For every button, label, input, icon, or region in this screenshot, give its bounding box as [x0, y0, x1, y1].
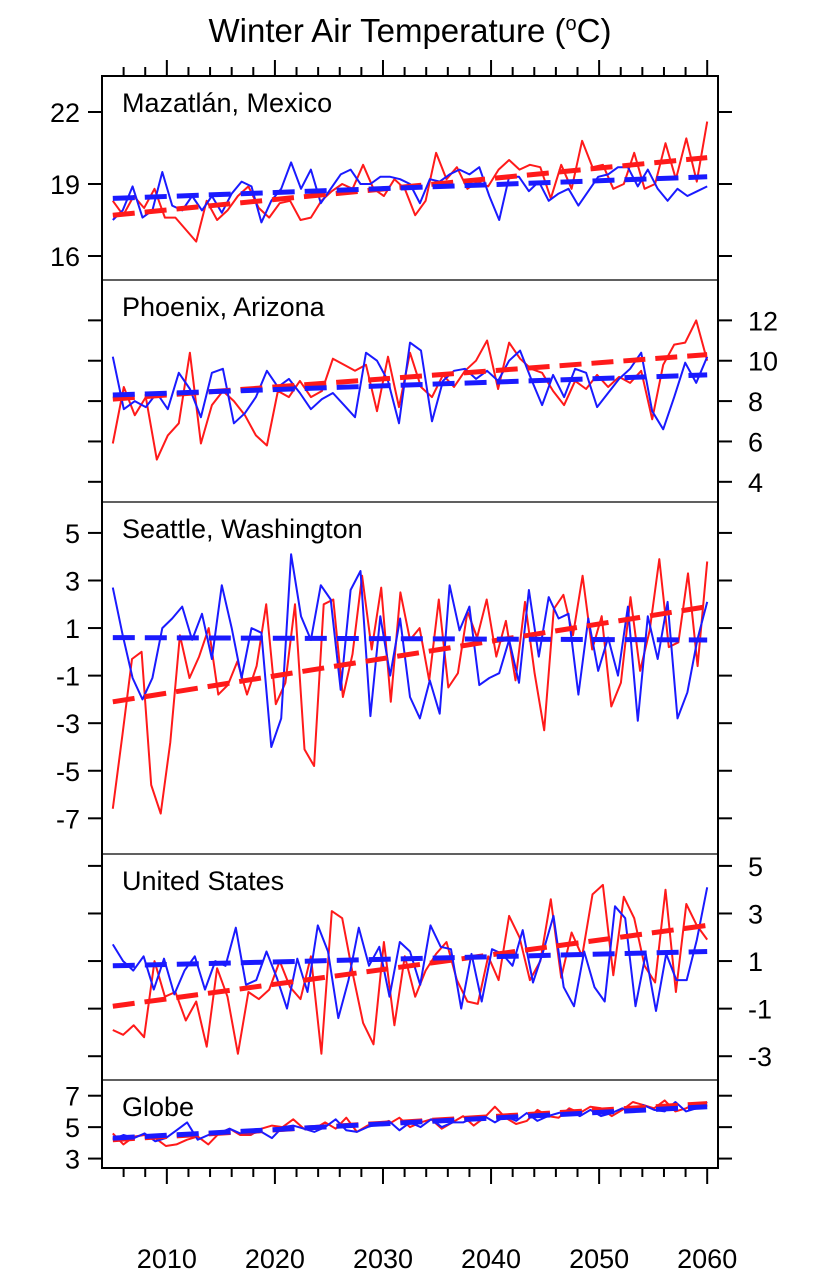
- panel-4-y-tick-label: 3: [748, 899, 763, 929]
- title-degree-superscript: o: [566, 13, 577, 35]
- panel-3-blue-trend-line: [112, 635, 708, 643]
- panel-2-y-tick-label: 4: [748, 468, 763, 498]
- panel-2-y-tick-label: 12: [748, 306, 778, 336]
- x-tick-label: 2050: [569, 1244, 629, 1274]
- panel-5-y-tick-label: 5: [65, 1113, 80, 1143]
- x-tick-label: 2030: [353, 1244, 413, 1274]
- panel-4-blue-series-line: [111, 887, 709, 1020]
- panel-5-y-tick-label: 7: [65, 1082, 80, 1112]
- x-tick-label: 2040: [461, 1244, 521, 1274]
- panel-4-red-trend-line: [112, 922, 708, 1009]
- panel-5-label: Globe: [122, 1092, 194, 1122]
- panel-3-red-trend-line: [112, 604, 708, 705]
- figure-title: Winter Air Temperature (oC): [209, 12, 612, 49]
- panel-2-y-tick-label: 10: [748, 347, 778, 377]
- x-tick-label: 2020: [245, 1244, 305, 1274]
- panel-5-blue-trend-line: [112, 1104, 708, 1141]
- panel-3-y-tick-label: -1: [56, 662, 80, 692]
- x-tick-label: 2010: [137, 1244, 197, 1274]
- panel-1-y-tick-label: 22: [50, 98, 80, 128]
- panel-5-y-tick-label: 3: [65, 1145, 80, 1175]
- panel-4-y-tick-label: 5: [748, 852, 763, 882]
- plot-frame: [101, 75, 719, 1169]
- panel-3-y-tick-label: -3: [56, 709, 80, 739]
- panel-3-y-tick-label: 5: [65, 519, 80, 549]
- panel-3-label: Seattle, Washington: [122, 514, 363, 544]
- title-unit: C): [577, 12, 612, 49]
- panel-3-y-tick-label: 3: [65, 566, 80, 596]
- panel-4-y-tick-label: 1: [748, 947, 763, 977]
- panel-1-blue-series-line: [112, 161, 708, 224]
- panel-1-red-series-line: [111, 121, 709, 243]
- panel-2-y-tick-label: 8: [748, 387, 763, 417]
- panel-2-y-tick-label: 6: [748, 427, 763, 457]
- panel-2-blue-trend-line: [112, 372, 708, 398]
- panel-4-label: United States: [122, 866, 284, 896]
- panel-2-label: Phoenix, Arizona: [122, 292, 326, 322]
- panel-3-y-tick-label: -5: [56, 757, 80, 787]
- panel-4-blue-trend-line: [112, 949, 708, 969]
- x-tick-label: 2060: [677, 1244, 737, 1274]
- panel-3-y-tick-label: -7: [56, 804, 80, 834]
- panel-3-red-series-line: [111, 558, 709, 815]
- panel-3-y-tick-label: 1: [65, 614, 80, 644]
- panel-4-y-tick-label: -1: [748, 995, 772, 1025]
- panel-1-y-tick-label: 19: [50, 170, 80, 200]
- panel-1-y-tick-label: 16: [50, 242, 80, 272]
- panel-1-label: Mazatlán, Mexico: [122, 88, 332, 118]
- panel-1-blue-trend-line: [112, 174, 708, 201]
- panel-2-blue-series-line: [111, 341, 709, 431]
- panel-2-red-series-line: [111, 319, 709, 461]
- panel-4-red-series-line: [112, 883, 709, 1055]
- panel-4-y-tick-label: -3: [748, 1042, 772, 1072]
- plot-area: 16 19 22 Mazatlán, Mexico 4 6 8 10 12 Phoenix, Ar…: [50, 60, 778, 1274]
- title-text: Winter Air Temperature (: [209, 12, 566, 49]
